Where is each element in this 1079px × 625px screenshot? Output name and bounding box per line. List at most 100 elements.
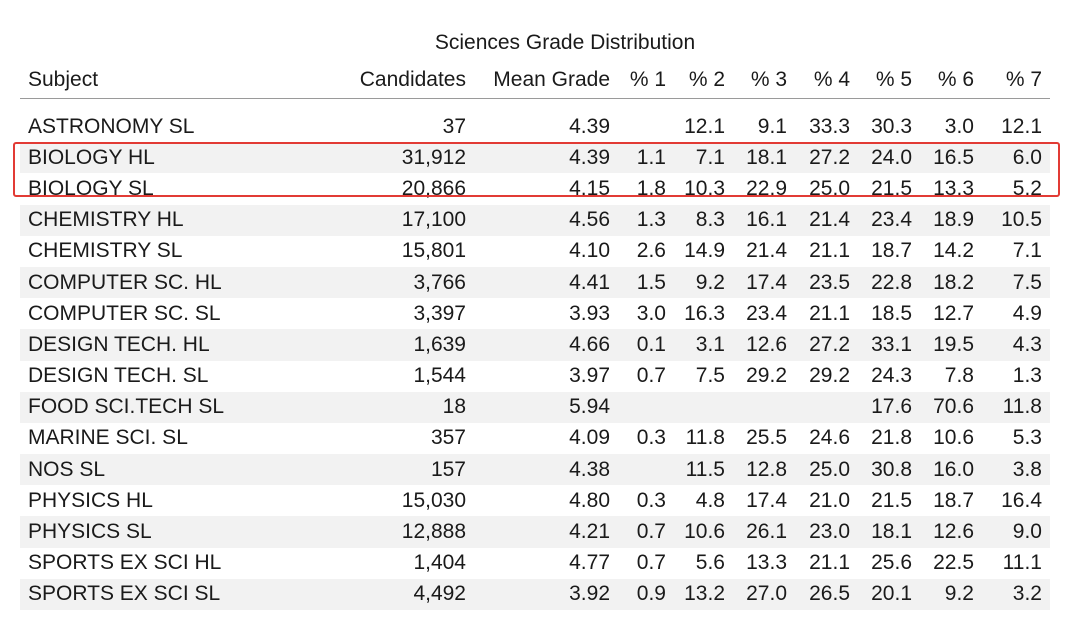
value-cell: 17,100: [282, 204, 474, 236]
value-cell: 29.2: [733, 360, 795, 392]
value-cell: 21.5: [858, 485, 920, 517]
grade-distribution-table: Subject Candidates Mean Grade% 1% 2% 3% 4%…: [20, 62, 1050, 610]
column-header: % 5: [858, 62, 920, 99]
value-cell: 13.3: [733, 547, 795, 579]
value-cell: 0.9: [618, 578, 674, 610]
table-body: ASTRONOMY SL 37 4.39 12.1 9.1 33.3 30.3 3.0 12.1…: [20, 111, 1050, 610]
value-cell: 21.5: [858, 173, 920, 205]
value-cell: 23.0: [795, 516, 858, 548]
value-cell: 23.5: [795, 266, 858, 299]
value-cell: 0.3: [618, 422, 674, 455]
value-cell: 21.1: [795, 298, 858, 330]
value-cell: 4.56: [474, 204, 618, 236]
value-cell: 18.7: [858, 235, 920, 267]
value-cell: 1,639: [282, 329, 474, 361]
value-cell: 12,888: [282, 516, 474, 548]
value-cell: 21.1: [795, 547, 858, 579]
table-row: COMPUTER SC. HL 3,766 4.41 1.5 9.2 17.4 23.5 22…: [20, 266, 1050, 299]
value-cell: 0.7: [618, 360, 674, 392]
value-cell: 4.8: [674, 485, 733, 517]
subject-cell: PHYSICS HL: [20, 485, 282, 517]
table-row: MARINE SCI. SL 357 4.09 0.3 11.8 25.5 24.6 21.8…: [20, 422, 1050, 455]
subject-cell: MARINE SCI. SL: [20, 422, 282, 455]
subject-cell: DESIGN TECH. HL: [20, 329, 282, 361]
value-cell: 16.3: [674, 298, 733, 330]
value-cell: 21.4: [795, 204, 858, 236]
value-cell: 21.4: [733, 235, 795, 267]
subject-cell: CHEMISTRY SL: [20, 235, 282, 267]
value-cell: [618, 111, 674, 143]
value-cell: 25.5: [733, 422, 795, 455]
value-cell: 10.6: [920, 422, 982, 455]
value-cell: 3,766: [282, 266, 474, 299]
value-cell: 7.8: [920, 360, 982, 392]
value-cell: 12.7: [920, 298, 982, 330]
subject-cell: SPORTS EX SCI SL: [20, 578, 282, 610]
value-cell: 18.7: [920, 485, 982, 517]
value-cell: [733, 391, 795, 423]
value-cell: 20,866: [282, 173, 474, 205]
table-row: DESIGN TECH. SL 1,544 3.97 0.7 7.5 29.2 29.2 24…: [20, 360, 1050, 392]
value-cell: 22.5: [920, 547, 982, 579]
value-cell: 7.5: [674, 360, 733, 392]
value-cell: 10.3: [674, 173, 733, 205]
value-cell: 11.5: [674, 454, 733, 486]
value-cell: 1,404: [282, 547, 474, 579]
value-cell: 4.38: [474, 454, 618, 486]
value-cell: 7.5: [982, 266, 1050, 299]
column-header: % 4: [795, 62, 858, 99]
value-cell: 10.6: [674, 516, 733, 548]
subject-cell: BIOLOGY HL: [20, 142, 282, 174]
value-cell: 25.6: [858, 547, 920, 579]
column-header: % 1: [618, 62, 674, 99]
column-header: Candidates: [282, 62, 474, 99]
value-cell: 5.6: [674, 547, 733, 579]
value-cell: 4.21: [474, 516, 618, 548]
value-cell: 3.97: [474, 360, 618, 392]
value-cell: 18.1: [858, 516, 920, 548]
value-cell: 2.6: [618, 235, 674, 267]
subject-cell: PHYSICS SL: [20, 516, 282, 548]
value-cell: 33.3: [795, 111, 858, 143]
subject-cell: ASTRONOMY SL: [20, 111, 282, 143]
value-cell: 17.4: [733, 485, 795, 517]
value-cell: 9.0: [982, 516, 1050, 548]
value-cell: 18.1: [733, 142, 795, 174]
value-cell: 4.77: [474, 547, 618, 579]
subject-cell: SPORTS EX SCI HL: [20, 547, 282, 579]
value-cell: 4.80: [474, 485, 618, 517]
value-cell: 18.9: [920, 204, 982, 236]
value-cell: 4.09: [474, 422, 618, 455]
value-cell: 10.5: [982, 204, 1050, 236]
value-cell: 37: [282, 111, 474, 143]
subject-cell: COMPUTER SC. SL: [20, 298, 282, 330]
value-cell: 3.1: [674, 329, 733, 361]
value-cell: 1.5: [618, 266, 674, 299]
value-cell: 16.4: [982, 485, 1050, 517]
value-cell: 11.8: [982, 391, 1050, 423]
header-row: Subject Candidates Mean Grade% 1% 2% 3% 4%…: [20, 62, 1050, 99]
subject-cell: BIOLOGY SL: [20, 173, 282, 205]
value-cell: 24.3: [858, 360, 920, 392]
value-cell: 12.1: [982, 111, 1050, 143]
value-cell: 70.6: [920, 391, 982, 423]
value-cell: 3.93: [474, 298, 618, 330]
subject-cell: DESIGN TECH. SL: [20, 360, 282, 392]
value-cell: 25.0: [795, 454, 858, 486]
value-cell: 1,544: [282, 360, 474, 392]
value-cell: 26.5: [795, 578, 858, 610]
value-cell: 7.1: [674, 142, 733, 174]
value-cell: 30.3: [858, 111, 920, 143]
value-cell: 23.4: [733, 298, 795, 330]
value-cell: 25.0: [795, 173, 858, 205]
table-row: PHYSICS SL 12,888 4.21 0.7 10.6 26.1 23.0 18.1 1…: [20, 516, 1050, 548]
value-cell: 4.10: [474, 235, 618, 267]
column-header: Mean Grade: [474, 62, 618, 99]
value-cell: 13.2: [674, 578, 733, 610]
subject-cell: CHEMISTRY HL: [20, 204, 282, 236]
value-cell: 12.6: [920, 516, 982, 548]
value-cell: 23.4: [858, 204, 920, 236]
value-cell: 18: [282, 391, 474, 423]
value-cell: 7.1: [982, 235, 1050, 267]
